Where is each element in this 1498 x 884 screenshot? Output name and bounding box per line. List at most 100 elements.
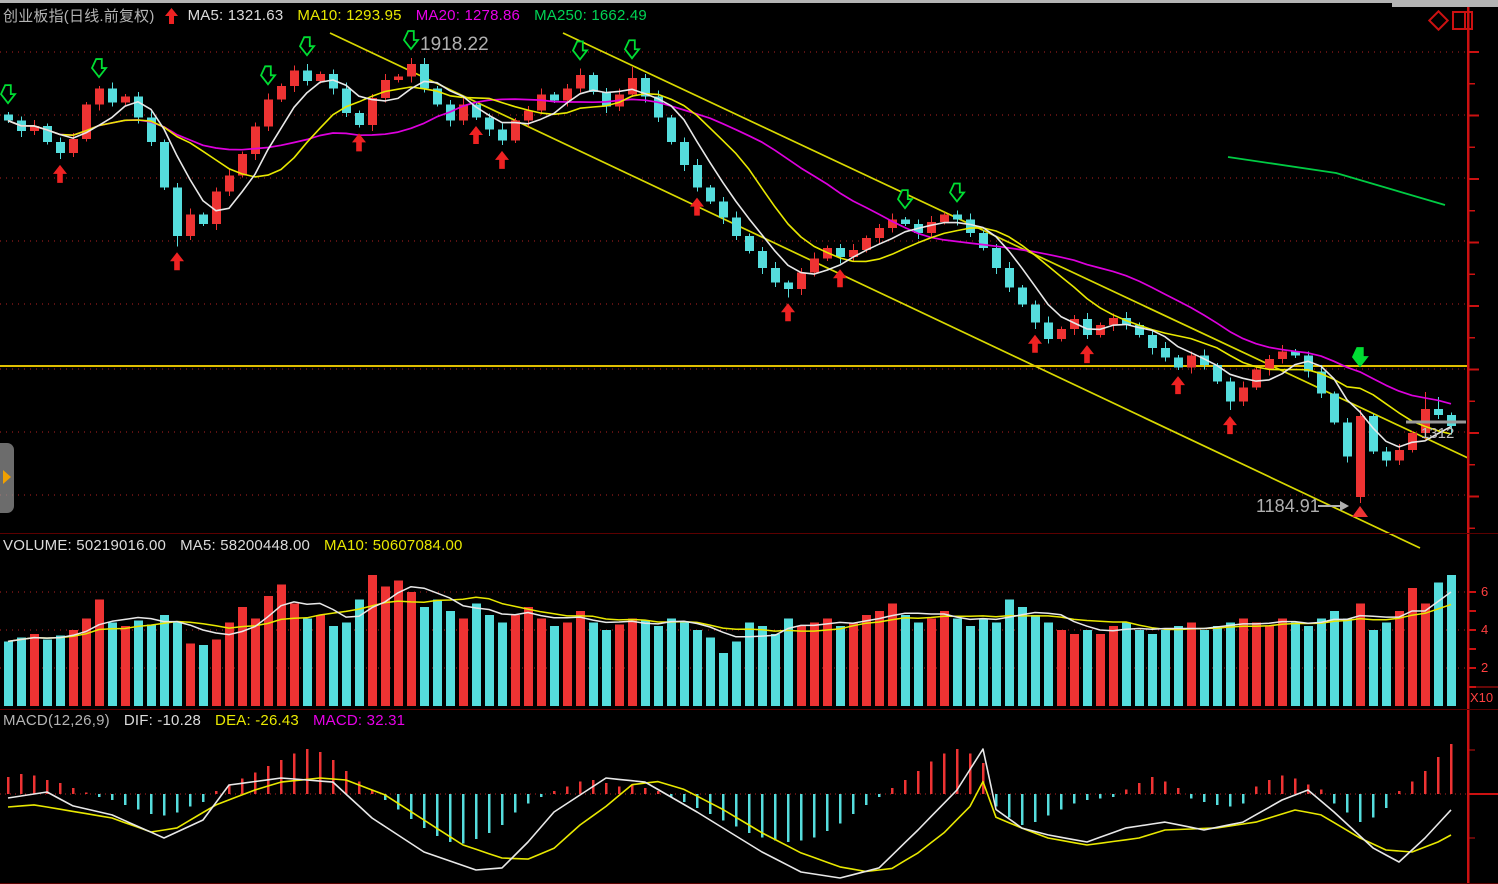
candle-body xyxy=(355,112,364,125)
volume-bar xyxy=(927,618,936,706)
macd-histogram-bar xyxy=(7,776,10,794)
macd-histogram-bar xyxy=(1359,794,1362,822)
macd-histogram-bar xyxy=(540,794,543,798)
volume-bar xyxy=(901,614,910,706)
macd-histogram-bar xyxy=(1151,776,1154,794)
candle-body xyxy=(394,76,403,80)
macd-histogram-bar xyxy=(553,790,556,794)
panel-expand-tab[interactable] xyxy=(0,443,14,513)
macd-histogram-bar xyxy=(761,794,764,838)
candle-body xyxy=(1343,422,1352,457)
candle-body xyxy=(4,114,13,121)
macd-histogram-bar xyxy=(891,787,894,794)
volume-bar xyxy=(407,592,416,706)
volume-bar xyxy=(69,630,78,706)
volume-bar xyxy=(316,614,325,706)
candle-body xyxy=(979,232,988,249)
candle-body xyxy=(667,117,676,142)
macd-histogram-bar xyxy=(917,770,920,794)
volume-bar xyxy=(654,626,663,706)
volume-bar xyxy=(1187,622,1196,706)
macd-histogram-bar xyxy=(800,794,803,841)
macd-histogram-bar xyxy=(1138,783,1141,794)
signals-layer xyxy=(0,30,1466,517)
macd-histogram-bar xyxy=(163,794,166,816)
volume-bar xyxy=(628,618,637,706)
candle-body xyxy=(433,88,442,105)
macd-histogram-bar xyxy=(1411,781,1414,794)
candle-body xyxy=(1148,334,1157,349)
macd-histogram-bar xyxy=(462,794,465,844)
candle-body xyxy=(1213,365,1222,382)
candle-body xyxy=(1278,351,1287,360)
candle-body xyxy=(1317,371,1326,394)
candle-body xyxy=(849,249,858,258)
volume-bar xyxy=(1369,630,1378,706)
candle-body xyxy=(134,96,143,118)
volume-ma10-value: MA10: 50607084.00 xyxy=(324,537,463,554)
candle-body xyxy=(108,88,117,103)
macd-histogram-bar xyxy=(1190,794,1193,799)
macd-histogram-bar xyxy=(1034,794,1037,822)
volume-bar xyxy=(121,626,130,706)
candle-body xyxy=(1382,451,1391,461)
macd-histogram-bar xyxy=(1229,794,1232,807)
volume-bar xyxy=(1278,618,1287,706)
macd-histogram-bar xyxy=(332,759,335,794)
volume-bar xyxy=(1200,630,1209,706)
volume-bar xyxy=(1018,607,1027,706)
macd-histogram-bar xyxy=(189,794,192,807)
volume-header: VOLUME: 50219016.00 MA5: 58200448.00 MA1… xyxy=(3,537,463,554)
macd-histogram-bar xyxy=(1294,778,1297,794)
volume-bar xyxy=(1005,599,1014,706)
candle-body xyxy=(810,258,819,273)
macd-histogram-bar xyxy=(943,753,946,794)
volume-bar xyxy=(1174,626,1183,706)
candle-body xyxy=(251,126,260,155)
candle-body xyxy=(342,88,351,113)
volume-bar xyxy=(745,622,754,706)
volume-bar xyxy=(1447,574,1456,706)
candle-body xyxy=(1291,351,1300,356)
volume-bar xyxy=(277,584,286,706)
macd-histogram-bar xyxy=(1424,770,1427,794)
volume-bar xyxy=(940,611,949,706)
volume-bar xyxy=(667,618,676,706)
volume-bar xyxy=(459,618,468,706)
macd-histogram-bar xyxy=(1086,794,1089,801)
sell-signal-arrow xyxy=(90,58,108,79)
macd-histogram-bar xyxy=(709,794,712,815)
macd-histogram-bar xyxy=(33,775,36,794)
candle-body xyxy=(1044,322,1053,340)
candle-body xyxy=(95,88,104,105)
volume-bar xyxy=(342,622,351,706)
volume-bar xyxy=(992,622,1001,706)
volume-bar xyxy=(732,641,741,706)
volume-bar xyxy=(212,639,221,706)
buy-signal-arrow xyxy=(53,164,67,183)
macd-histogram-bar xyxy=(722,794,725,821)
split-window-icon[interactable] xyxy=(1452,11,1473,30)
macd-histogram-bar xyxy=(1437,756,1440,794)
axis-layer xyxy=(1466,0,1498,884)
buy-signal-arrow xyxy=(1223,416,1237,435)
volume-bar xyxy=(810,622,819,706)
macd-histogram-bar xyxy=(1008,794,1011,818)
macd-histogram-bar xyxy=(670,794,673,798)
volume-bar xyxy=(1265,626,1274,706)
volume-bar xyxy=(550,626,559,706)
macd-histogram-bar xyxy=(1255,786,1258,794)
volume-scale-label: X10 xyxy=(1470,690,1494,705)
macd-histogram-bar xyxy=(1242,794,1245,804)
volume-bar xyxy=(329,626,338,706)
volume-bar xyxy=(1317,618,1326,706)
volume-bar xyxy=(108,622,117,706)
sell-signal-arrow xyxy=(571,40,589,61)
macd-histogram-bar xyxy=(241,778,244,794)
volume-macd-separator xyxy=(0,709,1498,710)
volume-bar xyxy=(472,603,481,706)
volume-bar xyxy=(1421,603,1430,706)
macd-histogram-bar xyxy=(228,784,231,794)
volume-bar xyxy=(979,618,988,706)
